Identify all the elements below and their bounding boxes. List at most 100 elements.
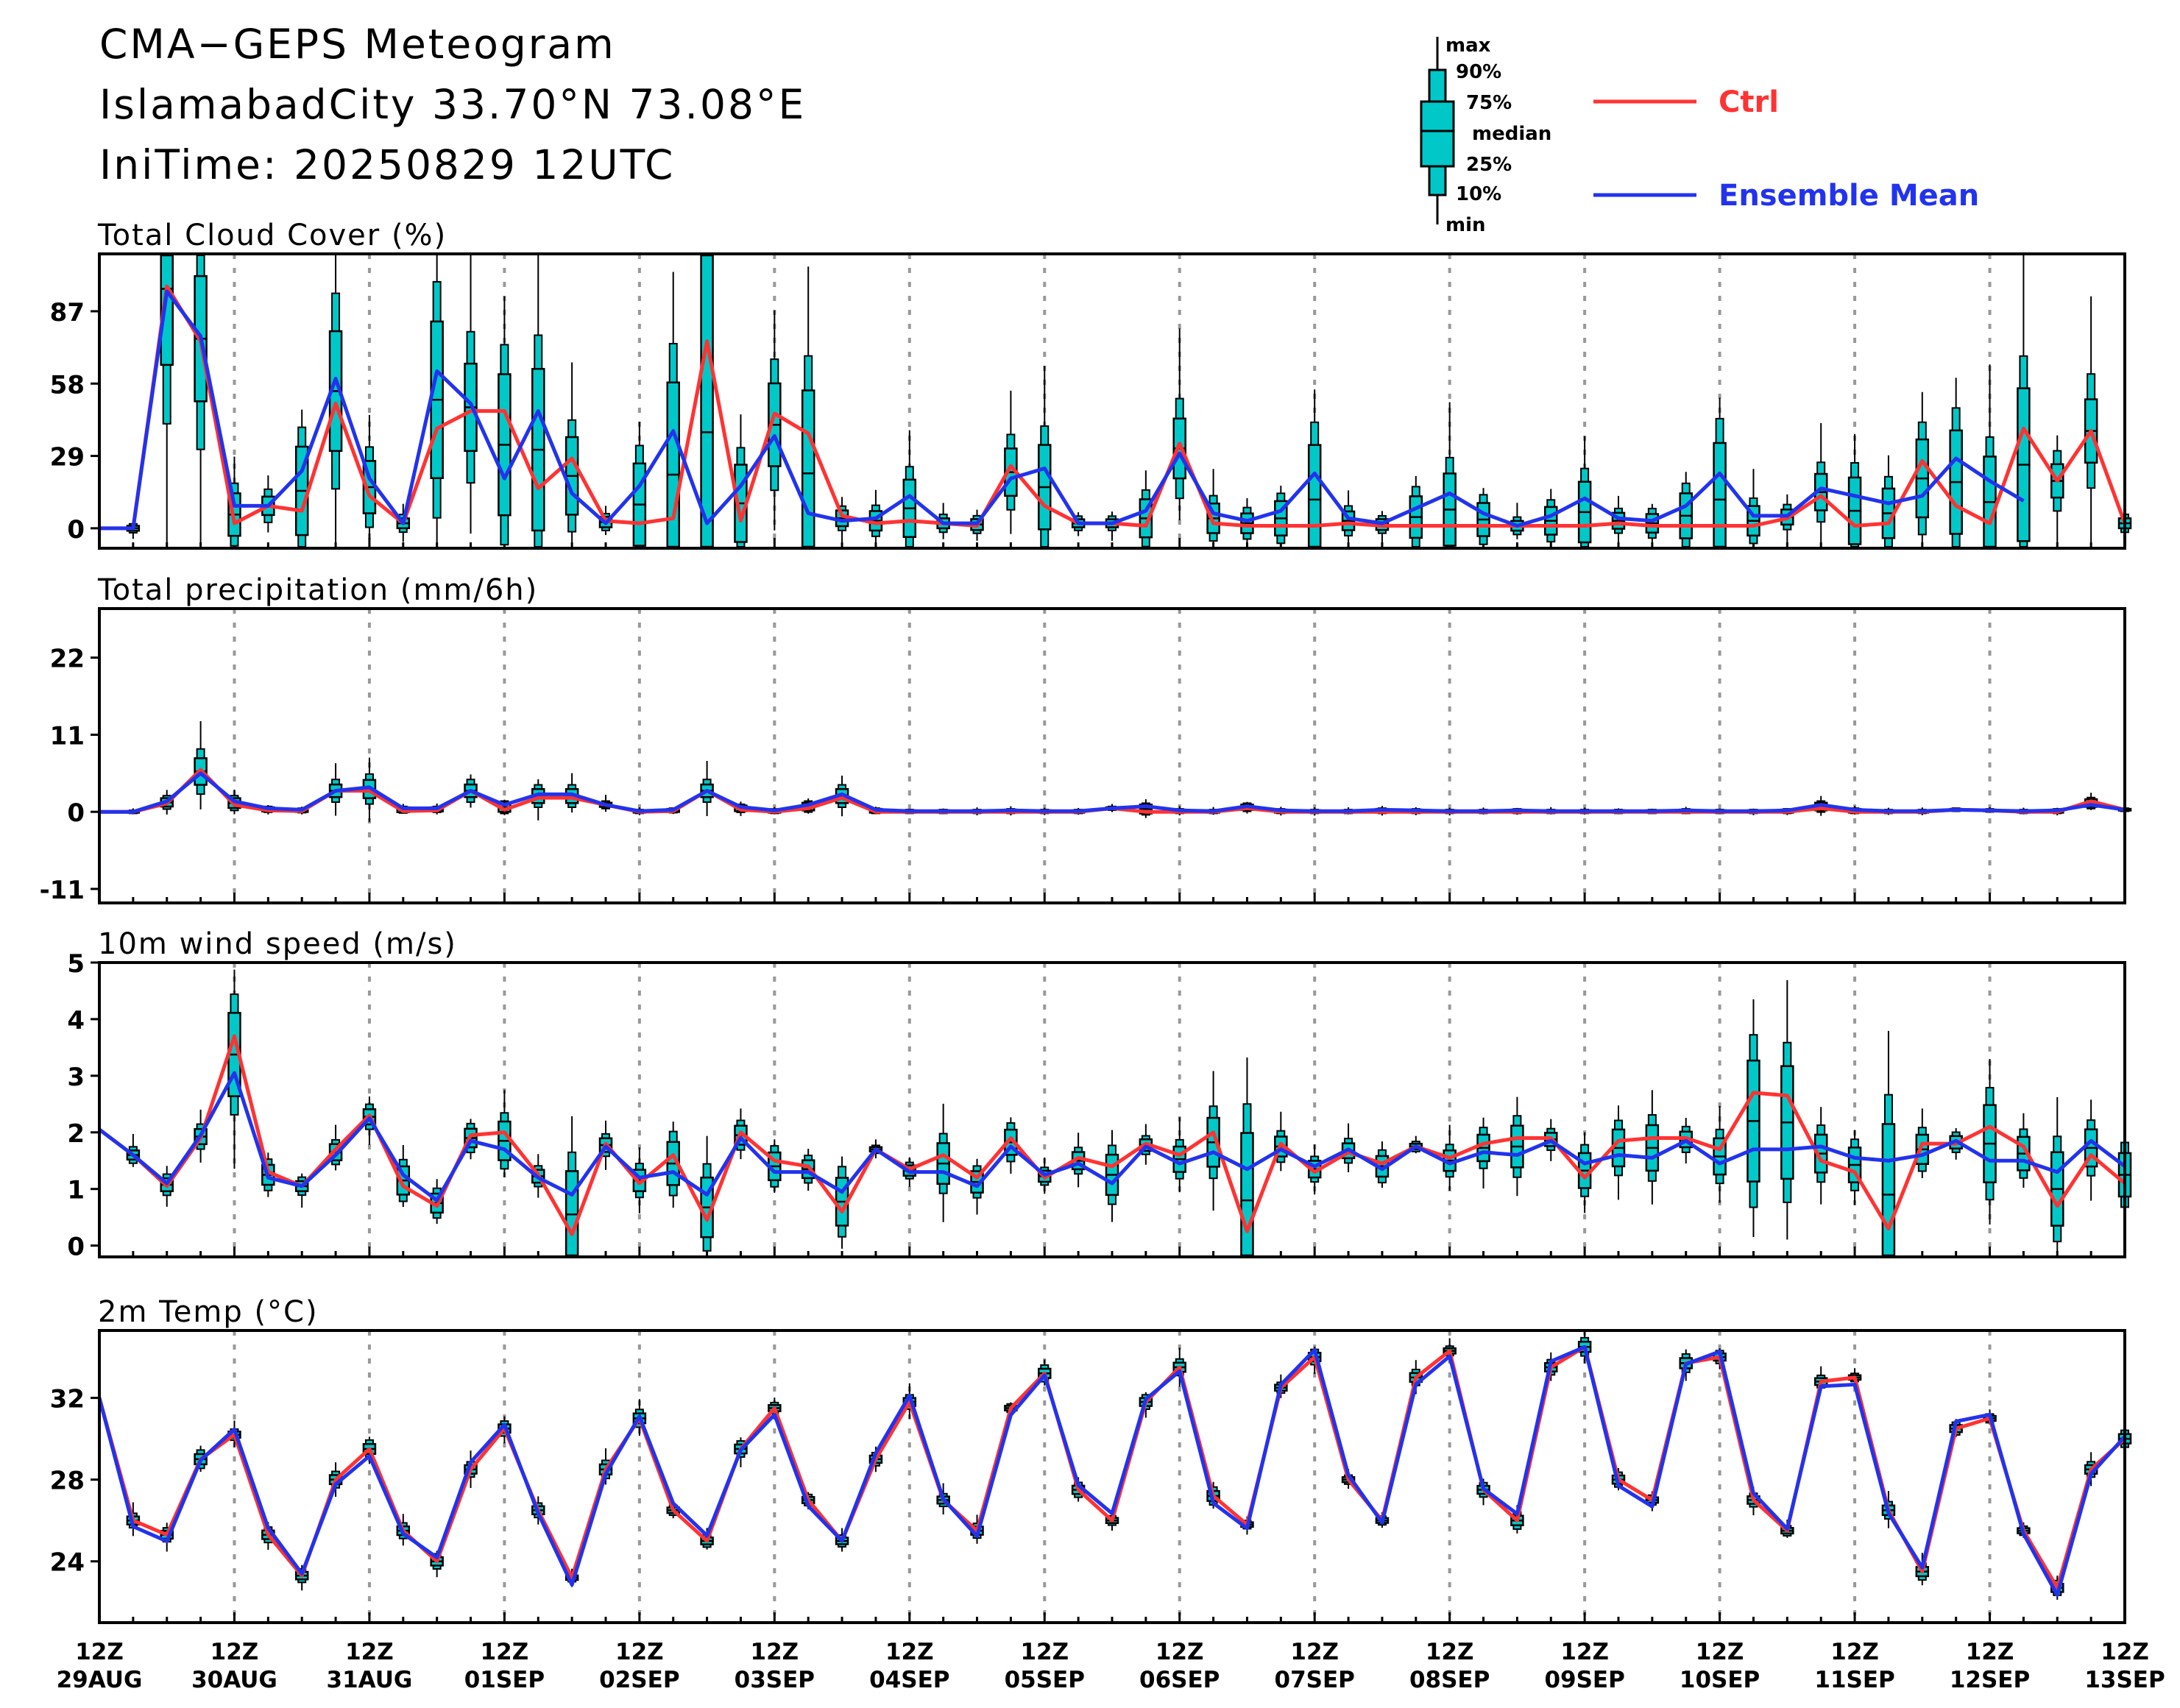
x-tick-label-top: 12Z [1426,1639,1474,1665]
box-25-75 [801,389,815,548]
box-25-75 [1307,444,1322,548]
y-tick-label: 58 [50,370,85,400]
box-plot [531,255,545,548]
x-tick-label-bottom: 06SEP [1139,1667,1220,1693]
box-plot [768,310,782,531]
panel-3: 2m Temp (°C) 24 28 32 [50,1295,2132,1624]
legend-box-label: 75% [1466,92,1512,114]
y-tick-label: 0 [67,1233,85,1262]
location-label: IslamabadCity 33.70°N 73.08°E [99,81,807,128]
x-tick-label-bottom: 11SEP [1814,1667,1894,1693]
mean-line [99,289,2025,531]
box-plot [2084,296,2098,542]
x-tick-label-top: 12Z [1290,1639,1339,1665]
x-tick-label-bottom: 02SEP [599,1667,679,1693]
box-plot [1476,488,1490,547]
box-plot [294,1173,309,1208]
y-tick-label: 24 [50,1548,85,1578]
x-tick-label-top: 12Z [1966,1639,2014,1665]
x-tick-label-bottom: 09SEP [1544,1667,1624,1693]
box-plot [1747,999,1760,1237]
x-tick-label-bottom: 30AUG [191,1667,277,1693]
box-25-75 [565,1170,579,1257]
y-tick-label: 4 [67,1006,85,1035]
box-25-75 [1713,442,1727,548]
panel-0: Total Cloud Cover (%) 0 29 58 87 [50,219,2132,550]
box-25-75 [700,254,714,548]
legend-mean-label: Ensemble Mean [1719,179,1979,213]
box-25-75 [1240,1132,1254,1257]
x-tick-label-bottom: 05SEP [1005,1667,1085,1693]
box-plot [1713,1105,1727,1203]
x-tick-label-top: 12Z [751,1639,799,1665]
box-plot [1983,364,1997,548]
box-plot [2050,1096,2064,1255]
box-plot [1847,1130,1862,1205]
y-tick-label: 28 [50,1467,85,1496]
y-tick-label: -11 [40,876,85,905]
panel-frame [98,252,2126,550]
x-tick-label-top: 12Z [1560,1639,1609,1665]
box-plot [1105,1130,1119,1222]
legend-box-label: 90% [1456,61,1501,83]
box-plot [902,430,917,548]
x-tick-label-top: 12Z [210,1639,259,1665]
box-plot [2084,1099,2098,1201]
x-tick-label-bottom: 31AUG [327,1667,413,1693]
x-tick-label-top: 12Z [1830,1639,1879,1665]
box-plot [1274,486,1288,547]
x-tick-label-bottom: 03SEP [735,1667,815,1693]
box-plot [1645,1090,1660,1205]
box-plot [328,255,343,547]
box-plot [1172,328,1186,520]
box-plot [464,255,478,534]
chart-title: CMA−GEPS Meteogram [99,21,616,68]
box-plot [700,761,714,817]
y-tick-label: 2 [67,1119,85,1149]
box-plot [1274,1111,1288,1172]
y-tick-label: 0 [67,798,85,828]
box-plot [1611,1105,1626,1200]
box-plot [1577,436,1592,548]
x-tick-label-bottom: 12SEP [1950,1667,2030,1693]
x-tick-label-bottom: 07SEP [1275,1667,1355,1693]
legend-box-label: max [1445,35,1491,57]
mean-line [99,771,2126,814]
box-plot [1780,979,1794,1240]
box-plot [1510,503,1524,539]
legend: max 90% 75% median 25% 10% min Ctrl Ensemble Mea… [1420,35,1979,236]
y-tick-label: 87 [50,298,85,327]
box-plot [1983,1058,1997,1225]
box-plot [194,721,208,809]
box-plot [1510,1096,1524,1197]
box-plot [294,409,309,548]
x-tick-label-top: 12Z [885,1639,934,1665]
x-tick-label-top: 12Z [345,1639,394,1665]
box-25-75 [666,381,680,548]
box-plot [936,1103,950,1222]
box-plot [2017,255,2031,548]
panel-title: Total Cloud Cover (%) [97,219,447,252]
panel-frame [98,961,2126,1258]
y-tick-label: 5 [67,949,85,979]
y-tick-label: 3 [67,1063,85,1092]
y-tick-label: 32 [50,1385,85,1414]
box-plot [430,255,444,547]
legend-box-inner [1420,100,1455,168]
box-plot [1949,378,1963,548]
ctrl-line [98,1034,2126,1236]
mean-line [98,1071,2126,1202]
legend-ctrl-label: Ctrl [1719,85,1779,119]
x-tick-label-bottom: 29AUG [57,1667,143,1693]
box-plot [700,254,714,548]
x-tick-label-top: 12Z [2101,1639,2149,1665]
x-tick-label-bottom: 01SEP [464,1667,545,1693]
y-tick-label: 1 [67,1176,85,1205]
x-tick-label-bottom: 10SEP [1680,1667,1760,1693]
panel-frame [98,607,2126,904]
legend-box-label: 10% [1456,183,1501,205]
x-tick-label-bottom: 04SEP [869,1667,949,1693]
panel-title: 10m wind speed (m/s) [98,927,457,961]
panel-frame [98,1329,2126,1624]
